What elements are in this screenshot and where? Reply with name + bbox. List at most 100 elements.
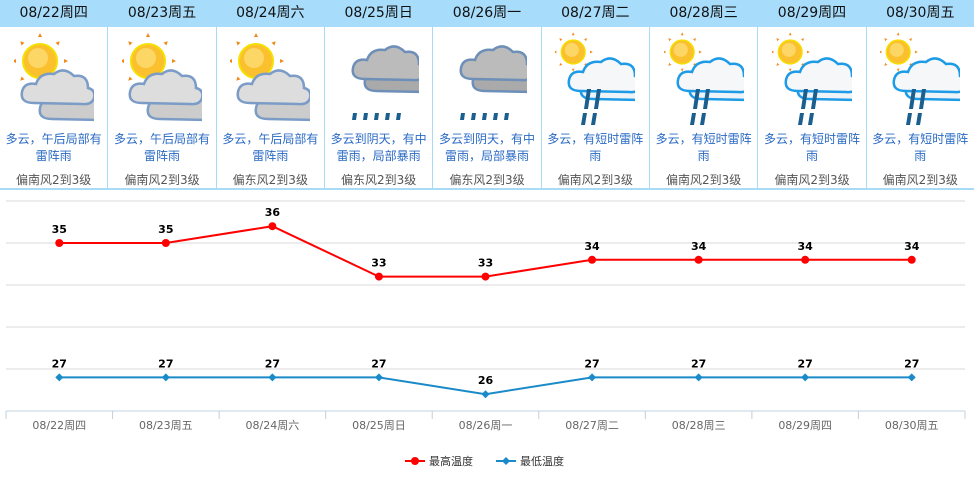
weather-description: 多云，午后局部有雷阵雨 — [113, 132, 210, 163]
wind-info: 偏东风2到3级 — [341, 173, 417, 187]
data-point-high — [55, 239, 64, 247]
data-label: 33 — [478, 257, 493, 270]
day-date: 08/28周三 — [649, 0, 758, 27]
data-label: 27 — [904, 357, 919, 370]
thunder-shower-icon — [662, 31, 764, 131]
data-point-low — [161, 373, 170, 382]
x-tick-label: 08/30周五 — [885, 419, 939, 432]
weather-description: 多云到阴天，有中雷雨，局部暴雨 — [438, 132, 535, 163]
data-point-low — [268, 373, 277, 382]
data-label: 34 — [691, 240, 707, 253]
day-forecast: 08/24周六 多云，午后局部有雷阵雨 偏东风2到3级 — [216, 0, 330, 188]
sun-icon — [878, 32, 919, 72]
legend-high[interactable]: 最高温度 — [405, 453, 473, 469]
data-point-low — [801, 373, 810, 382]
data-label: 34 — [798, 240, 814, 253]
data-point-low — [907, 373, 916, 382]
sun-icon — [553, 32, 594, 72]
data-point-low — [55, 373, 64, 382]
data-label: 36 — [265, 206, 281, 219]
x-tick-label: 08/27周二 — [565, 419, 619, 432]
day-forecast: 08/25周日 多云到阴天，有中雷雨，局部暴雨 偏东风2到3级 — [324, 0, 439, 188]
wind-info: 偏南风2到3级 — [774, 173, 850, 187]
data-point-high — [161, 239, 170, 247]
day-forecast: 08/26周一 多云到阴天，有中雷雨，局部暴雨 偏东风2到3级 — [433, 0, 547, 188]
wind-info: 偏南风2到3级 — [557, 173, 633, 187]
data-label: 27 — [371, 357, 386, 370]
partly-cloudy-icon — [228, 31, 330, 131]
data-label: 27 — [158, 357, 173, 370]
x-tick-label: 08/23周五 — [139, 419, 193, 432]
day-date: 08/24周六 — [216, 0, 324, 27]
forecast-strip: 08/22周四 多云，午后局部有雷阵雨 偏南风2到3级 08/23周五 多云，午后… — [0, 0, 974, 190]
day-forecast: 08/22周四 多云，午后局部有雷阵雨 偏南风2到3级 — [0, 0, 114, 188]
data-label: 27 — [584, 357, 599, 370]
weather-description: 多云，有短时雷阵雨 — [763, 132, 860, 163]
day-date: 08/25周日 — [324, 0, 433, 27]
data-label: 35 — [52, 223, 67, 236]
data-point-high — [907, 255, 916, 264]
data-point-high — [588, 255, 597, 264]
wind-info: 偏东风2到3级 — [232, 173, 308, 187]
x-tick-label: 08/28周三 — [672, 419, 726, 432]
x-tick-label: 08/24周六 — [246, 419, 300, 432]
data-point-high — [694, 255, 703, 264]
x-tick-label: 08/25周日 — [352, 419, 406, 432]
day-forecast: 08/29周四 多云，有短时雷阵雨 偏南风2到3级 — [758, 0, 872, 188]
x-tick-label: 08/22周四 — [32, 419, 86, 432]
data-label: 27 — [52, 357, 67, 370]
data-point-low — [588, 373, 597, 382]
day-date: 08/23周五 — [108, 0, 216, 27]
data-label: 26 — [478, 374, 494, 387]
thunder-shower-icon — [553, 31, 655, 131]
legend-low-label: 最低温度 — [520, 455, 564, 468]
thunder-shower-icon — [770, 31, 872, 131]
day-forecast: 08/30周五 多云，有短时雷阵雨 偏南风2到3级 — [866, 0, 974, 188]
data-label: 34 — [904, 240, 920, 253]
day-date: 08/29周四 — [758, 0, 866, 27]
cloudy-rain-icon — [339, 31, 439, 131]
wind-info: 偏南风2到3级 — [16, 173, 92, 187]
sun-icon — [11, 33, 68, 89]
legend-high-label: 最高温度 — [429, 455, 473, 468]
partly-cloudy-icon — [11, 31, 114, 131]
data-label: 27 — [265, 357, 280, 370]
day-forecast: 08/23周五 多云，午后局部有雷阵雨 偏南风2到3级 — [108, 0, 222, 188]
day-date: 08/27周二 — [541, 0, 649, 27]
day-forecast: 08/27周二 多云，有短时雷阵雨 偏南风2到3级 — [541, 0, 655, 188]
day-date: 08/30周五 — [866, 0, 974, 27]
sun-icon — [662, 32, 702, 72]
day-forecast: 08/28周三 多云，有短时雷阵雨 偏南风2到3级 — [649, 0, 764, 188]
wind-info: 偏南风2到3级 — [665, 173, 742, 187]
sun-icon — [228, 33, 285, 89]
data-point-high — [481, 272, 490, 281]
day-date: 08/26周一 — [433, 0, 541, 27]
wind-info: 偏东风2到3级 — [449, 173, 525, 187]
data-label: 27 — [798, 357, 813, 370]
weather-description: 多云，有短时雷阵雨 — [547, 132, 644, 163]
partly-cloudy-icon — [119, 31, 222, 131]
x-tick-label: 08/26周一 — [459, 419, 513, 432]
temperature-chart: 08/22周四 08/23周五 08/24周六 08/25周日 08/26周一 08/27… — [5, 200, 966, 432]
cloudy-rain-icon — [447, 31, 547, 131]
day-date: 08/22周四 — [0, 0, 108, 27]
weather-description: 多云，午后局部有雷阵雨 — [5, 132, 102, 163]
x-tick-label: 08/29周四 — [778, 419, 832, 432]
data-label: 35 — [158, 223, 173, 236]
weather-description: 多云，午后局部有雷阵雨 — [222, 132, 319, 163]
data-label: 27 — [691, 357, 706, 370]
wind-info: 偏南风2到3级 — [124, 173, 200, 187]
data-point-low — [374, 373, 383, 382]
thunder-shower-icon — [878, 31, 974, 131]
data-label: 33 — [371, 257, 386, 270]
data-point-high — [801, 255, 810, 264]
data-point-low — [481, 390, 490, 399]
data-label: 34 — [584, 240, 600, 253]
data-point-high — [374, 272, 383, 281]
data-point-high — [268, 222, 277, 231]
weather-description: 多云，有短时雷阵雨 — [872, 132, 969, 163]
weather-description: 多云到阴天，有中雷雨，局部暴雨 — [330, 132, 427, 163]
wind-info: 偏南风2到3级 — [882, 173, 958, 187]
data-point-low — [694, 373, 703, 382]
legend-low[interactable]: 最低温度 — [496, 453, 564, 469]
